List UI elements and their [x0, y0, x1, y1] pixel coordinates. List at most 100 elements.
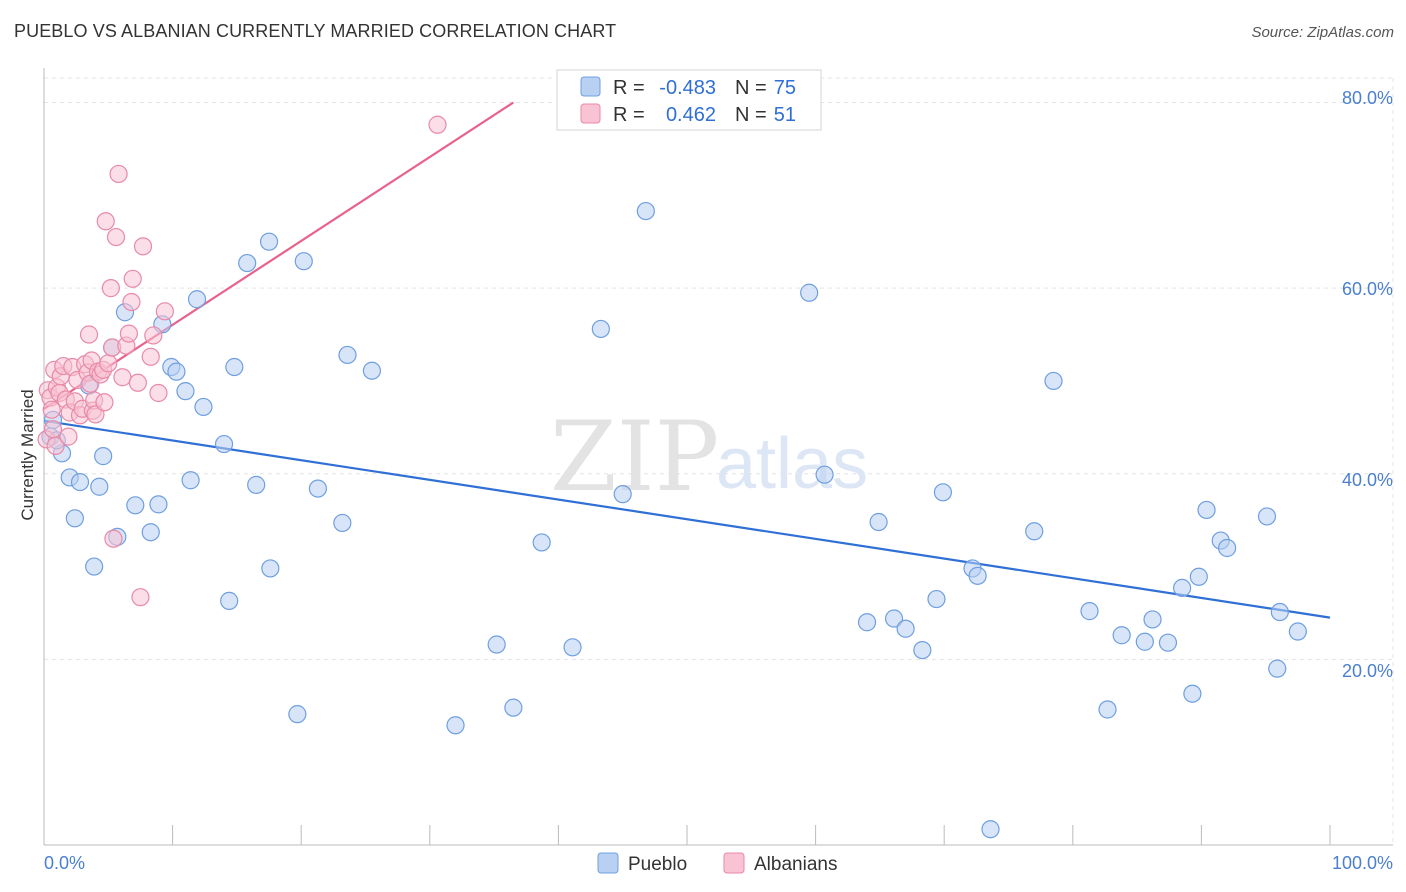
- pueblo-point-46: [869, 512, 888, 532]
- watermark-atlas: atlas: [716, 424, 868, 504]
- pueblo-point-51: [933, 483, 953, 502]
- legend-n-label-albanians: N =: [735, 104, 767, 126]
- pueblo-point-27: [259, 232, 279, 251]
- pueblo-point-50: [927, 589, 946, 609]
- pueblo-point-48: [896, 619, 915, 638]
- pueblo-point-17: [167, 362, 186, 381]
- trend-layer: [43, 101, 1331, 619]
- pueblo-point-55: [1025, 522, 1044, 541]
- pueblo-point-44: [815, 465, 834, 484]
- legend-n-label-pueblo: N =: [735, 77, 767, 99]
- pueblo-point-18: [176, 382, 195, 401]
- albanians-point-44: [131, 588, 150, 607]
- axes-layer: [43, 68, 1393, 846]
- pueblo-point-58: [1098, 700, 1117, 719]
- pueblo-point-24: [225, 357, 244, 377]
- legend-r-value-albanians: 0.462: [666, 104, 716, 126]
- pueblo-point-66: [1197, 500, 1216, 520]
- albanians-point-40: [119, 324, 138, 343]
- y-tick-label-60: 60.0%: [1342, 279, 1393, 299]
- albanians-point-32: [99, 354, 118, 373]
- bottom-legend: Pueblo Albanians: [597, 852, 837, 875]
- pueblo-point-56: [1044, 371, 1063, 391]
- pueblo-point-19: [181, 471, 200, 490]
- bottom-legend-label-albanians: Albanians: [754, 854, 837, 875]
- pueblo-point-31: [308, 479, 328, 498]
- pueblo-point-71: [1270, 602, 1289, 622]
- pueblo-point-13: [141, 523, 160, 542]
- pueblo-point-65: [1189, 567, 1208, 586]
- bottom-legend-swatch-albanians: [723, 852, 745, 874]
- bottom-legend-label-pueblo: Pueblo: [628, 854, 687, 875]
- y-tick-label-80: 80.0%: [1342, 88, 1393, 108]
- pueblo-point-32: [333, 513, 352, 533]
- x-tick-label-min: 0.0%: [44, 853, 85, 873]
- pueblo-point-60: [1135, 632, 1154, 651]
- pueblo-point-3: [65, 509, 84, 528]
- x-tick-label-max: 100.0%: [1332, 853, 1393, 873]
- pueblo-point-29: [288, 705, 307, 724]
- pueblo-point-72: [1288, 622, 1307, 641]
- albanians-trend-line: [43, 101, 514, 410]
- albanians-point-26: [86, 405, 105, 424]
- legend-n-value-pueblo: 75: [774, 77, 796, 99]
- legend-r-value-pueblo: -0.483: [659, 77, 716, 99]
- pueblo-point-53: [968, 566, 987, 585]
- pueblo-point-28: [261, 559, 280, 578]
- pueblo-point-40: [591, 319, 610, 339]
- legend-swatch-albanians: [580, 103, 601, 124]
- albanians-point-46: [141, 347, 160, 366]
- albanians-point-31: [96, 212, 115, 231]
- albanians-point-42: [123, 269, 142, 288]
- pueblo-point-6: [85, 557, 104, 576]
- pueblo-point-22: [214, 434, 234, 454]
- pueblo-point-14: [149, 495, 168, 514]
- albanians-point-21: [79, 325, 99, 344]
- pueblo-trend-line: [43, 419, 1331, 619]
- pueblo-point-41: [613, 485, 632, 504]
- bottom-legend-swatch-pueblo: [597, 852, 619, 874]
- watermark-zip: ZIP: [550, 401, 719, 513]
- albanians-point-4: [43, 420, 63, 439]
- pueblo-point-20: [187, 290, 207, 309]
- legend-r-label-albanians: R =: [613, 104, 645, 126]
- pueblo-point-4: [70, 472, 90, 492]
- albanians-point-41: [122, 292, 141, 312]
- albanians-point-33: [101, 279, 120, 298]
- legend-box: [556, 69, 822, 131]
- legend-n-value-albanians: 51: [774, 104, 796, 126]
- pueblo-point-68: [1218, 538, 1237, 558]
- pueblo-point-8: [94, 447, 113, 466]
- albanians-point-36: [106, 227, 126, 247]
- pueblo-point-43: [800, 283, 819, 302]
- pueblo-point-38: [532, 533, 551, 552]
- albanians-point-49: [155, 302, 174, 321]
- pueblo-point-35: [446, 716, 465, 735]
- albanians-point-37: [109, 164, 128, 184]
- top-legend: R = -0.483 N = 75 R = 0.462 N = 51: [556, 69, 822, 131]
- albanians-point-6: [46, 436, 65, 455]
- albanians-point-38: [113, 368, 132, 387]
- albanians-point-35: [104, 529, 123, 548]
- pueblo-point-45: [857, 613, 877, 632]
- y-axis-title: Currently Married: [18, 389, 37, 520]
- pueblo-point-57: [1080, 602, 1099, 621]
- pueblo-point-64: [1183, 684, 1202, 703]
- albanians-point-12: [59, 427, 78, 446]
- pueblo-point-34: [362, 361, 382, 380]
- pueblo-point-36: [487, 635, 506, 654]
- pueblo-point-61: [1143, 610, 1162, 629]
- pueblo-point-26: [247, 475, 266, 494]
- pueblo-point-23: [220, 591, 239, 610]
- albanians-point-30: [95, 393, 114, 412]
- pueblo-point-69: [1257, 507, 1277, 526]
- legend-swatch-pueblo: [580, 76, 601, 97]
- y-tick-label-40: 40.0%: [1342, 470, 1393, 490]
- albanians-point-48: [149, 383, 168, 403]
- albanians-point-45: [133, 237, 153, 256]
- pueblo-point-39: [563, 638, 582, 657]
- pueblo-point-7: [90, 477, 109, 496]
- pueblo-point-49: [913, 640, 932, 660]
- source-credit: Source: ZipAtlas.com: [1251, 24, 1394, 41]
